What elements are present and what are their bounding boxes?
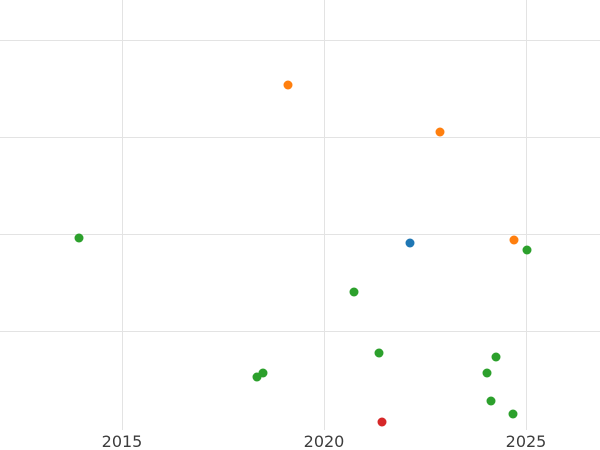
scatter-point: [491, 352, 501, 362]
scatter-point: [508, 409, 518, 419]
scatter-point: [252, 372, 262, 382]
scatter-point: [377, 417, 387, 427]
vertical-gridline: [122, 0, 123, 430]
horizontal-gridline: [0, 40, 600, 41]
scatter-point: [74, 233, 84, 243]
scatter-point: [374, 348, 384, 358]
scatter-point: [482, 368, 492, 378]
scatter-point: [486, 396, 496, 406]
scatter-point: [349, 287, 359, 297]
vertical-gridline: [526, 0, 527, 430]
vertical-gridline: [324, 0, 325, 430]
horizontal-gridline: [0, 137, 600, 138]
scatter-point: [283, 80, 293, 90]
scatter-point: [509, 235, 519, 245]
scatter-point: [522, 245, 532, 255]
x-tick-label: 2025: [505, 432, 547, 450]
horizontal-gridline: [0, 234, 600, 235]
scatter-point: [258, 368, 268, 378]
scatter-point: [435, 127, 445, 137]
horizontal-gridline: [0, 331, 600, 332]
scatter-point: [405, 238, 415, 248]
x-tick-label: 2020: [303, 432, 345, 450]
x-tick-label: 2015: [101, 432, 143, 450]
